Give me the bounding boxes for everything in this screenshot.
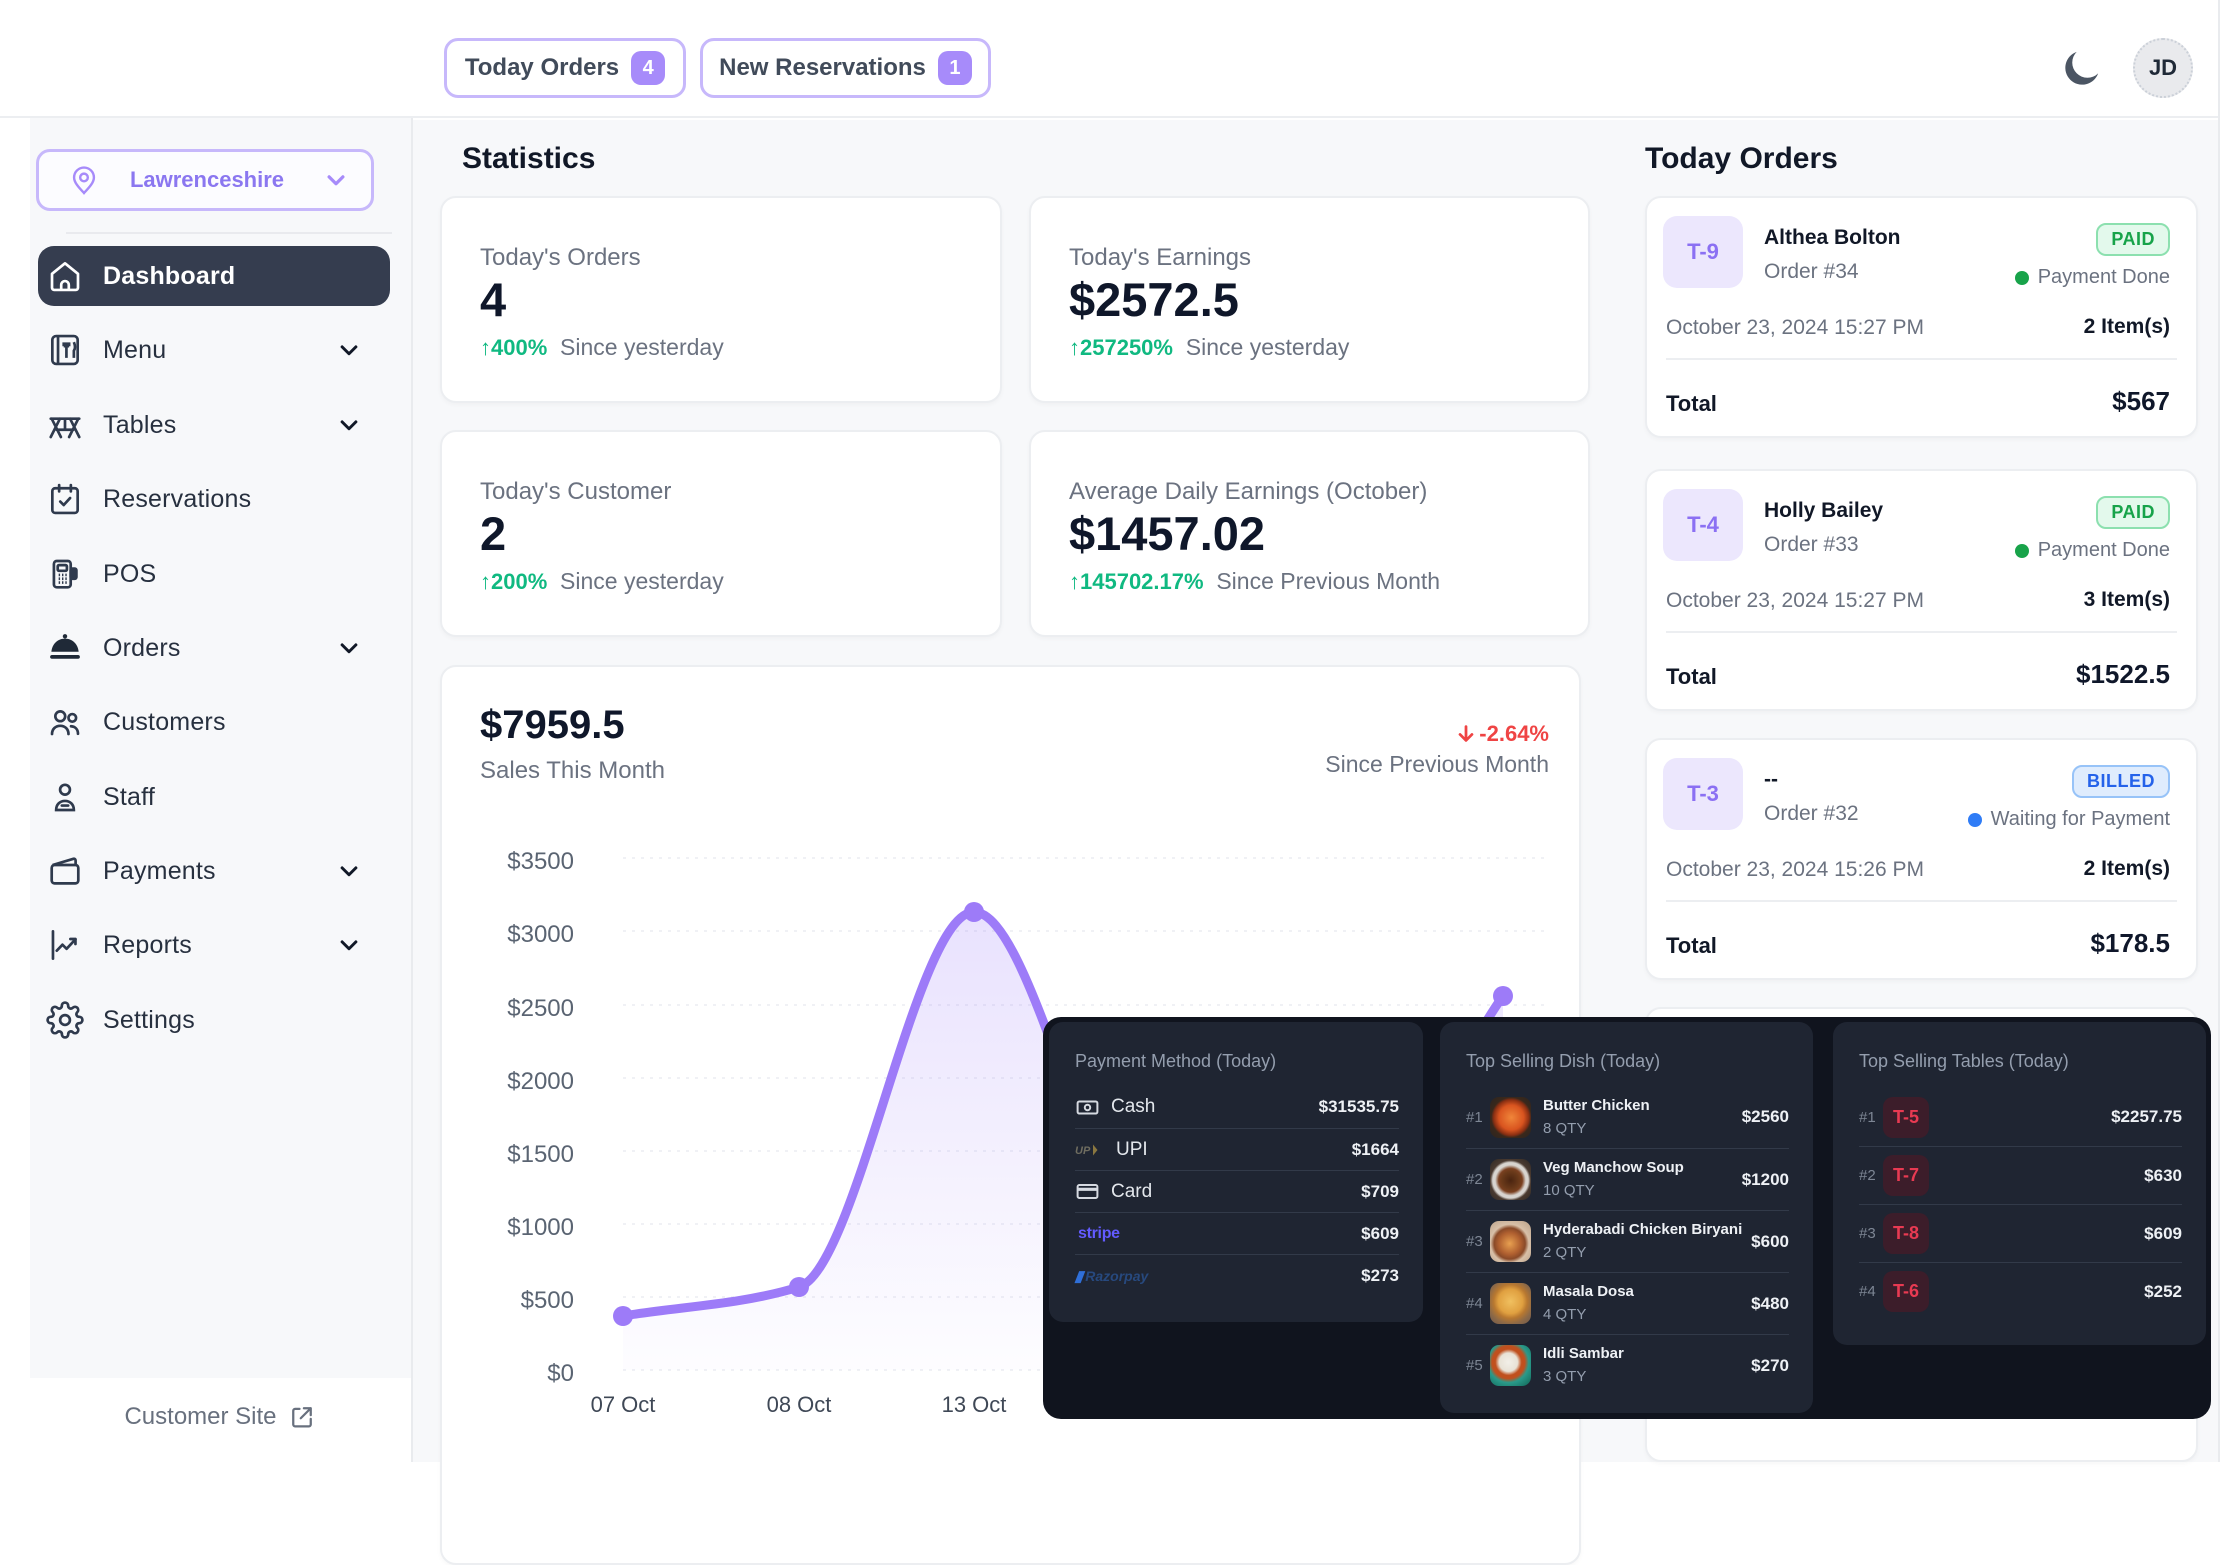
svg-text:$2000: $2000	[507, 1068, 574, 1095]
svg-text:$500: $500	[521, 1287, 574, 1314]
svg-text:$1500: $1500	[507, 1141, 574, 1168]
svg-text:$3500: $3500	[507, 848, 574, 875]
svg-text:UP: UP	[1075, 1145, 1091, 1157]
svg-text:13 Oct: 13 Oct	[942, 1392, 1007, 1417]
svg-text:$1000: $1000	[507, 1214, 574, 1241]
svg-text:$3000: $3000	[507, 921, 574, 948]
svg-text:$2500: $2500	[507, 995, 574, 1022]
svg-text:07 Oct: 07 Oct	[591, 1392, 656, 1417]
svg-text:08 Oct: 08 Oct	[767, 1392, 832, 1417]
svg-text:$0: $0	[547, 1360, 574, 1387]
